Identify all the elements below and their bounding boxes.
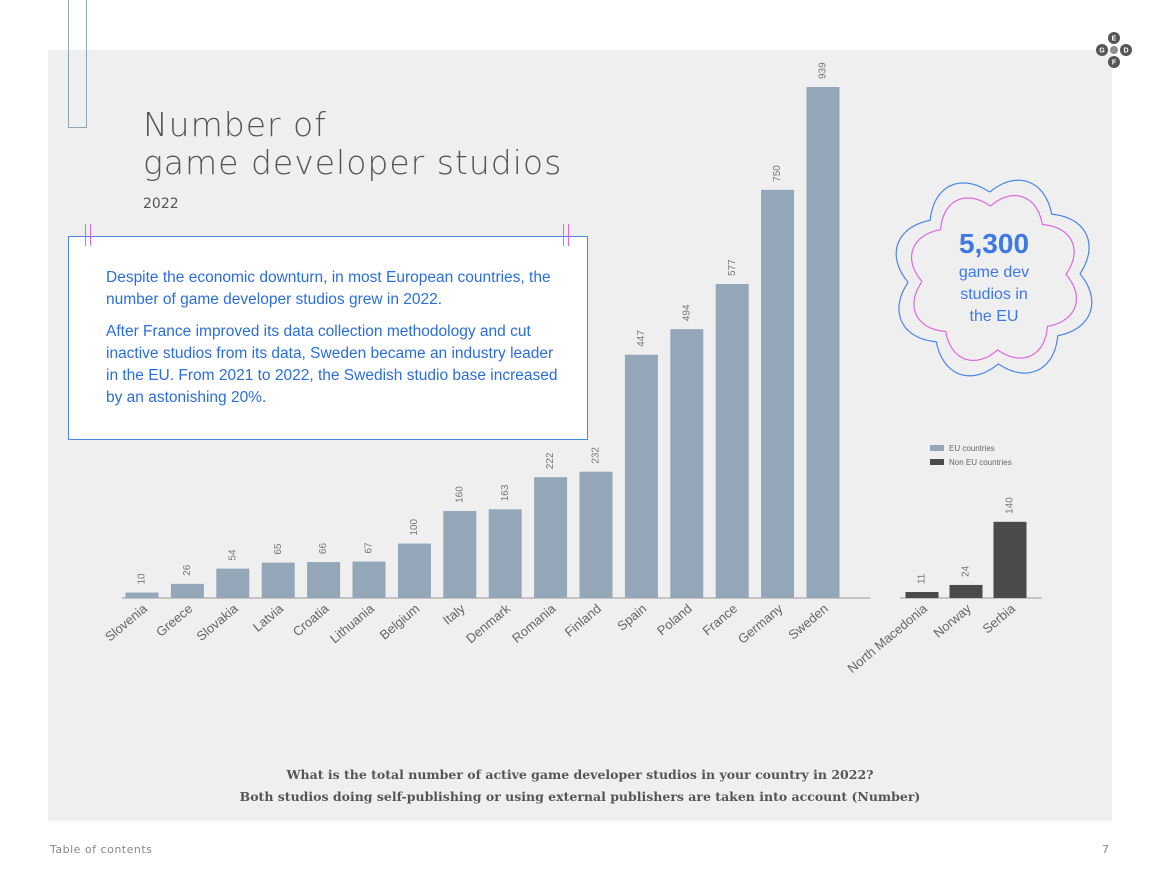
value-label-latvia: 65 xyxy=(273,543,284,555)
value-label-spain: 447 xyxy=(636,330,647,347)
value-label-poland: 494 xyxy=(681,304,692,321)
category-label-poland: Poland xyxy=(654,601,695,639)
category-label-serbia: Serbia xyxy=(980,600,1019,636)
page-number: 7 xyxy=(1102,843,1109,856)
highlight-line-2: studios in xyxy=(960,286,1028,303)
textbox-pink-marker-right xyxy=(563,224,569,246)
value-label-slovakia: 54 xyxy=(227,549,238,561)
category-label-croatia: Croatia xyxy=(290,600,332,639)
value-label-sweden: 939 xyxy=(818,62,829,79)
category-label-germany: Germany xyxy=(735,600,786,646)
category-label-belgium: Belgium xyxy=(377,601,423,643)
bar-lithuania xyxy=(352,561,386,598)
legend-label-non-eu: Non EU countries xyxy=(949,457,1012,467)
bar-north-macedonia xyxy=(905,592,939,598)
legend-label-eu: EU countries xyxy=(949,443,995,453)
highlight-badge-text: 5,300 game dev studios in the EU xyxy=(888,226,1100,328)
value-label-italy: 160 xyxy=(454,486,465,503)
category-label-slovakia: Slovakia xyxy=(193,600,241,644)
value-label-serbia: 140 xyxy=(1005,497,1016,514)
bar-germany xyxy=(761,189,795,599)
value-label-norway: 24 xyxy=(961,565,972,577)
title-line-1: Number of xyxy=(143,105,327,144)
value-label-slovenia: 10 xyxy=(137,573,148,585)
bar-latvia xyxy=(261,562,295,598)
bar-slovakia xyxy=(216,568,250,598)
bar-france xyxy=(715,283,749,598)
category-label-italy: Italy xyxy=(440,600,468,627)
category-label-greece: Greece xyxy=(153,601,195,640)
bar-poland xyxy=(670,329,704,598)
category-label-lithuania: Lithuania xyxy=(327,600,378,646)
legend-swatch-non-eu xyxy=(930,459,944,465)
bar-belgium xyxy=(397,543,431,598)
value-label-greece: 26 xyxy=(182,564,193,576)
egdf-logo-icon: E G D F xyxy=(1096,32,1132,68)
bar-croatia xyxy=(307,562,341,598)
value-label-north-macedonia: 11 xyxy=(917,573,928,584)
category-label-denmark: Denmark xyxy=(463,600,513,646)
bar-romania xyxy=(534,477,568,598)
category-label-slovenia: Slovenia xyxy=(102,600,150,644)
title-line-2: game developer studios xyxy=(143,143,563,182)
category-label-spain: Spain xyxy=(614,601,649,634)
bar-spain xyxy=(624,354,658,598)
highlight-line-3: the EU xyxy=(969,308,1019,325)
value-label-france: 577 xyxy=(727,259,738,276)
page-title: Number of game developer studios xyxy=(143,106,562,182)
bar-slovenia xyxy=(125,592,159,598)
category-label-romania: Romania xyxy=(509,600,559,645)
category-label-sweden: Sweden xyxy=(785,601,831,643)
category-label-norway: Norway xyxy=(931,600,975,640)
bar-norway xyxy=(949,584,983,598)
decorative-bracket xyxy=(68,0,87,128)
logo-letter-e: E xyxy=(1112,36,1117,43)
bar-finland xyxy=(579,471,613,598)
highlight-line-1: game dev xyxy=(958,264,1030,281)
logo-letter-d: D xyxy=(1123,48,1128,55)
bar-italy xyxy=(443,510,477,598)
survey-question-line-1: What is the total number of active game … xyxy=(286,767,874,782)
textbox-pink-marker-left xyxy=(85,224,91,246)
summary-paragraph-2: After France improved its data collectio… xyxy=(106,323,558,406)
chart-legend: EU countries Non EU countries xyxy=(930,441,1012,469)
survey-question: What is the total number of active game … xyxy=(48,764,1112,808)
value-label-lithuania: 67 xyxy=(364,542,375,554)
category-label-north-macedonia: North Macedonia xyxy=(844,600,930,676)
bar-denmark xyxy=(488,509,522,598)
highlight-number: 5,300 xyxy=(958,228,1030,259)
value-label-romania: 222 xyxy=(545,452,556,469)
value-label-germany: 750 xyxy=(772,165,783,182)
highlight-flower-badge xyxy=(895,179,1093,377)
bar-sweden xyxy=(806,87,840,598)
legend-item-non-eu: Non EU countries xyxy=(930,455,1012,469)
summary-paragraph-1: Despite the economic downturn, in most E… xyxy=(106,269,551,308)
category-label-latvia: Latvia xyxy=(250,600,287,634)
value-label-finland: 232 xyxy=(591,447,602,464)
page-subtitle-year: 2022 xyxy=(143,196,179,212)
category-label-finland: Finland xyxy=(562,601,604,640)
logo-letter-g: G xyxy=(1099,48,1105,55)
value-label-denmark: 163 xyxy=(500,484,511,501)
category-label-france: France xyxy=(699,601,740,639)
bar-serbia xyxy=(993,521,1027,598)
summary-textbox: Despite the economic downturn, in most E… xyxy=(68,236,588,440)
value-label-croatia: 66 xyxy=(318,543,329,555)
value-label-belgium: 100 xyxy=(409,518,420,535)
bar-greece xyxy=(170,583,204,598)
legend-item-eu: EU countries xyxy=(930,441,1012,455)
survey-question-line-2: Both studios doing self-publishing or us… xyxy=(239,789,921,804)
table-of-contents-link[interactable]: Table of contents xyxy=(50,843,153,856)
legend-swatch-eu xyxy=(930,445,944,451)
logo-letter-f: F xyxy=(1112,60,1117,67)
